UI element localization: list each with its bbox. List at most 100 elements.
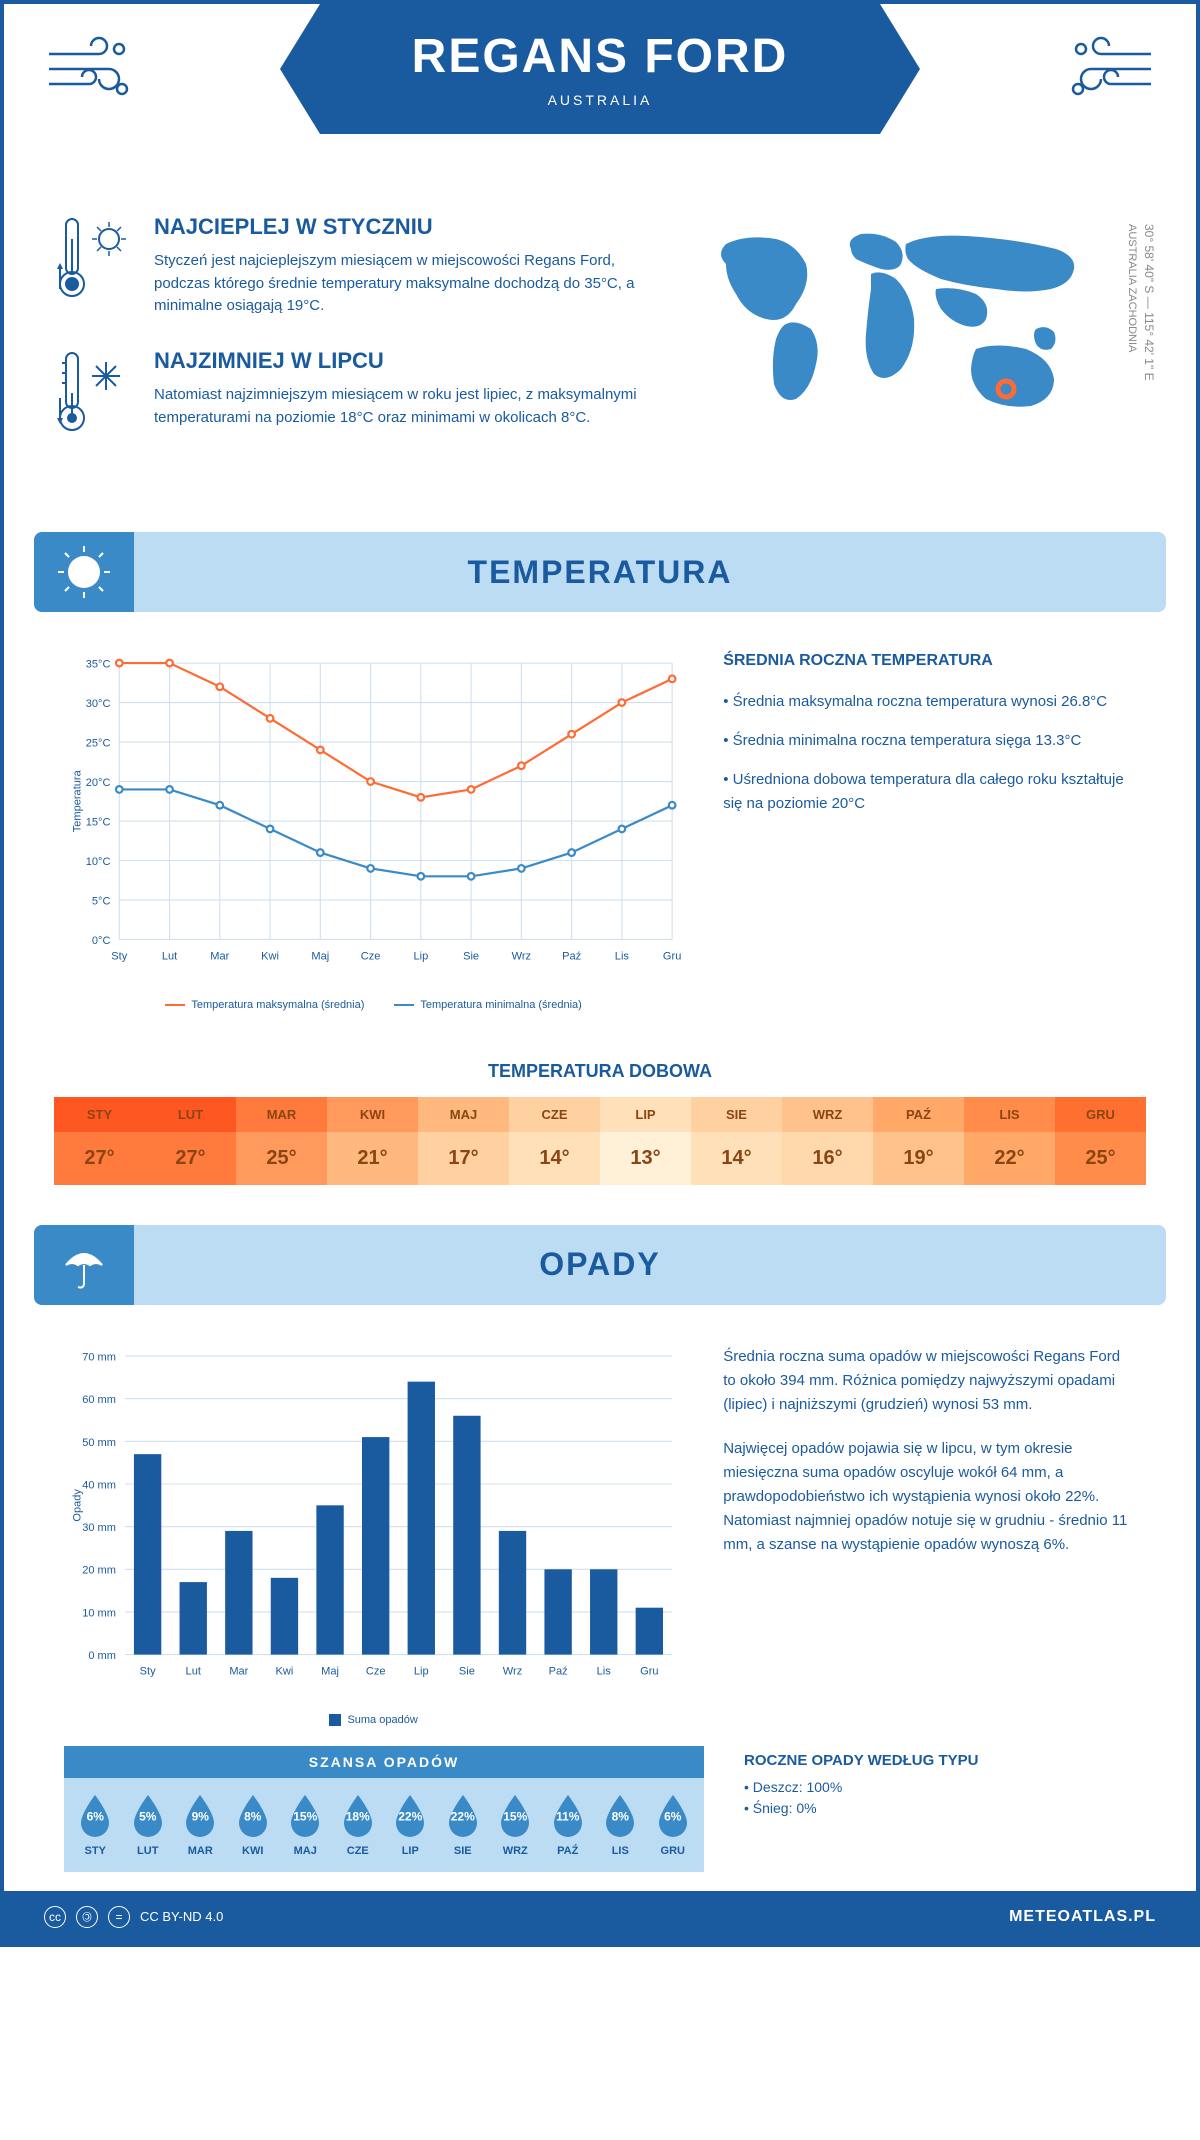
rain-chance-col: 8%KWI bbox=[227, 1793, 280, 1857]
page: REGANS FORD AUSTRALIA NAJCIEPLEJ W STYCZ… bbox=[0, 0, 1200, 1947]
temperature-section-header: TEMPERATURA bbox=[34, 532, 1166, 612]
legend-opady: Suma opadów bbox=[347, 1714, 417, 1726]
title-banner: REGANS FORD AUSTRALIA bbox=[320, 4, 880, 134]
temp-table-col: PAŹ19° bbox=[873, 1097, 964, 1185]
warmest-title: NAJCIEPLEJ W STYCZNIU bbox=[154, 214, 656, 240]
svg-text:30 mm: 30 mm bbox=[82, 1522, 116, 1534]
temp-table-col: KWI21° bbox=[327, 1097, 418, 1185]
umbrella-icon bbox=[34, 1225, 134, 1305]
svg-text:Wrz: Wrz bbox=[512, 950, 531, 962]
region-label: AUSTRALIA ZACHODNIA bbox=[1126, 224, 1138, 352]
precipitation-title: OPADY bbox=[539, 1246, 660, 1283]
svg-text:Lut: Lut bbox=[186, 1665, 201, 1677]
svg-text:70 mm: 70 mm bbox=[82, 1351, 116, 1363]
svg-text:35°C: 35°C bbox=[86, 658, 111, 670]
map-column: 30° 58' 40" S — 115° 42' 1" E AUSTRALIA … bbox=[696, 214, 1146, 482]
coldest-block: NAJZIMNIEJ W LIPCU Natomiast najzimniejs… bbox=[54, 348, 656, 452]
precip-type-title: ROCZNE OPADY WEDŁUG TYPU bbox=[744, 1752, 1136, 1769]
legend-min: Temperatura minimalna (średnia) bbox=[420, 999, 581, 1011]
temp-table-col: LIP13° bbox=[600, 1097, 691, 1185]
svg-text:20°C: 20°C bbox=[86, 777, 111, 789]
temp-table-col: CZE14° bbox=[509, 1097, 600, 1185]
svg-text:20 mm: 20 mm bbox=[82, 1564, 116, 1576]
world-map bbox=[696, 214, 1096, 434]
svg-text:Lis: Lis bbox=[597, 1665, 612, 1677]
nd-icon: = bbox=[108, 1906, 130, 1928]
temperature-content: 0°C5°C10°C15°C20°C25°C30°C35°CStyLutMarK… bbox=[4, 612, 1196, 1031]
svg-text:Kwi: Kwi bbox=[261, 950, 279, 962]
rain-chance-col: 6%STY bbox=[69, 1793, 122, 1857]
rain-chance-col: 11%PAŹ bbox=[542, 1793, 595, 1857]
svg-text:30°C: 30°C bbox=[86, 698, 111, 710]
svg-text:Cze: Cze bbox=[361, 950, 381, 962]
precipitation-type: ROCZNE OPADY WEDŁUG TYPU • Deszcz: 100%•… bbox=[684, 1752, 1196, 1851]
rain-chance-col: 8%LIS bbox=[594, 1793, 647, 1857]
svg-text:Mar: Mar bbox=[229, 1665, 248, 1677]
intro-text-column: NAJCIEPLEJ W STYCZNIU Styczeń jest najci… bbox=[54, 214, 656, 482]
temp-table-col: GRU25° bbox=[1055, 1097, 1146, 1185]
precipitation-info: Średnia roczna suma opadów w miejscowośc… bbox=[723, 1345, 1136, 1726]
coldest-title: NAJZIMNIEJ W LIPCU bbox=[154, 348, 656, 374]
header: REGANS FORD AUSTRALIA bbox=[4, 4, 1196, 184]
svg-text:40 mm: 40 mm bbox=[82, 1479, 116, 1491]
footer-site: METEOATLAS.PL bbox=[1009, 1908, 1156, 1926]
svg-text:Kwi: Kwi bbox=[276, 1665, 294, 1677]
rain-chance-col: 15%WRZ bbox=[489, 1793, 542, 1857]
temp-table-col: LIS22° bbox=[964, 1097, 1055, 1185]
footer: cc 🄯 = CC BY-ND 4.0 METEOATLAS.PL bbox=[4, 1891, 1196, 1943]
warmest-text: Styczeń jest najcieplejszym miesiącem w … bbox=[154, 250, 656, 318]
svg-text:50 mm: 50 mm bbox=[82, 1436, 116, 1448]
coordinates: 30° 58' 40" S — 115° 42' 1" E bbox=[1142, 224, 1156, 381]
svg-text:Sty: Sty bbox=[111, 950, 127, 962]
intro-section: NAJCIEPLEJ W STYCZNIU Styczeń jest najci… bbox=[4, 184, 1196, 512]
svg-text:Sie: Sie bbox=[463, 950, 479, 962]
temp-table-col: LUT27° bbox=[145, 1097, 236, 1185]
svg-text:Maj: Maj bbox=[321, 1665, 339, 1677]
daily-temp-table: STY27°LUT27°MAR25°KWI21°MAJ17°CZE14°LIP1… bbox=[54, 1097, 1146, 1185]
svg-text:Lip: Lip bbox=[413, 950, 428, 962]
rain-chance-col: 6%GRU bbox=[647, 1793, 700, 1857]
precip-type-item: • Deszcz: 100% bbox=[744, 1779, 1136, 1795]
svg-text:Gru: Gru bbox=[640, 1665, 658, 1677]
temp-table-col: STY27° bbox=[54, 1097, 145, 1185]
rain-chance-col: 22%SIE bbox=[437, 1793, 490, 1857]
svg-text:Paź: Paź bbox=[562, 950, 581, 962]
svg-text:25°C: 25°C bbox=[86, 737, 111, 749]
svg-text:0°C: 0°C bbox=[92, 935, 111, 947]
temp-info-point: • Średnia maksymalna roczna temperatura … bbox=[723, 690, 1136, 714]
thermometer-snow-icon bbox=[54, 348, 134, 452]
temp-table-col: SIE14° bbox=[691, 1097, 782, 1185]
svg-text:Temperatura: Temperatura bbox=[72, 769, 84, 832]
svg-text:5°C: 5°C bbox=[92, 895, 111, 907]
rain-chance-col: 15%MAJ bbox=[279, 1793, 332, 1857]
temp-table-col: MAR25° bbox=[236, 1097, 327, 1185]
coldest-text: Natomiast najzimniejszym miesiącem w rok… bbox=[154, 384, 656, 429]
page-title: REGANS FORD bbox=[320, 29, 880, 84]
precipitation-content: 0 mm10 mm20 mm30 mm40 mm50 mm60 mm70 mmS… bbox=[4, 1305, 1196, 1746]
temperature-chart: 0°C5°C10°C15°C20°C25°C30°C35°CStyLutMarK… bbox=[64, 652, 683, 1011]
temperature-legend: Temperatura maksymalna (średnia) Tempera… bbox=[64, 999, 683, 1011]
svg-text:Lis: Lis bbox=[615, 950, 630, 962]
svg-text:10 mm: 10 mm bbox=[82, 1607, 116, 1619]
svg-text:Lip: Lip bbox=[414, 1665, 429, 1677]
temperature-title: TEMPERATURA bbox=[468, 554, 733, 591]
wind-icon-right bbox=[1066, 34, 1156, 118]
temp-table-col: MAJ17° bbox=[418, 1097, 509, 1185]
svg-text:15°C: 15°C bbox=[86, 816, 111, 828]
wind-icon-left bbox=[44, 34, 134, 118]
temp-info-point: • Średnia minimalna roczna temperatura s… bbox=[723, 729, 1136, 753]
by-icon: 🄯 bbox=[76, 1906, 98, 1928]
precipitation-legend: Suma opadów bbox=[64, 1714, 683, 1726]
temperature-info: ŚREDNIA ROCZNA TEMPERATURA • Średnia mak… bbox=[723, 652, 1136, 1011]
warmest-block: NAJCIEPLEJ W STYCZNIU Styczeń jest najci… bbox=[54, 214, 656, 318]
svg-text:10°C: 10°C bbox=[86, 856, 111, 868]
svg-text:Wrz: Wrz bbox=[503, 1665, 522, 1677]
thermometer-sun-icon bbox=[54, 214, 134, 318]
temp-info-title: ŚREDNIA ROCZNA TEMPERATURA bbox=[723, 652, 1136, 670]
svg-text:Opady: Opady bbox=[72, 1488, 84, 1521]
svg-text:Cze: Cze bbox=[366, 1665, 386, 1677]
rain-chance-box: SZANSA OPADÓW 6%STY5%LUT9%MAR8%KWI15%MAJ… bbox=[64, 1746, 704, 1872]
page-subtitle: AUSTRALIA bbox=[320, 92, 880, 108]
rain-chance-col: 5%LUT bbox=[122, 1793, 175, 1857]
svg-text:Sie: Sie bbox=[459, 1665, 475, 1677]
